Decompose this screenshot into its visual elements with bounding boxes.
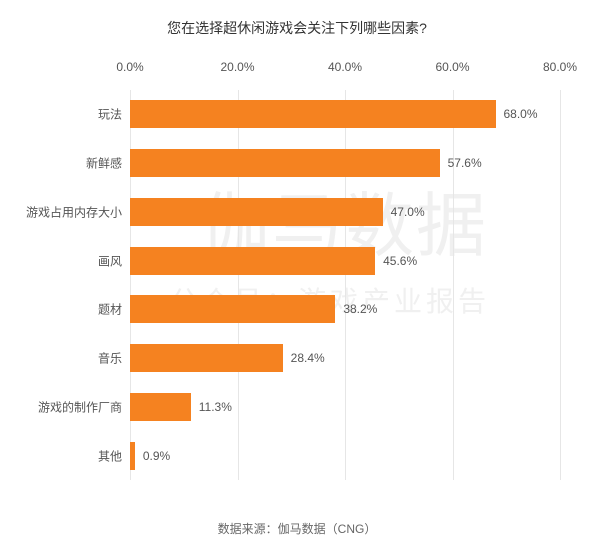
x-tick-3: 60.0% [435,60,469,74]
gridline [560,90,561,480]
bar-value-label: 38.2% [343,302,377,316]
bar-category-label: 新鲜感 [86,155,122,172]
bar-row: 游戏占用内存大小47.0% [130,188,560,237]
bar-value-label: 45.6% [383,254,417,268]
bar: 68.0% [130,100,496,128]
bar-row: 题材38.2% [130,285,560,334]
x-tick-4: 80.0% [543,60,577,74]
bar-category-label: 游戏占用内存大小 [26,203,122,220]
bar-row: 音乐28.4% [130,334,560,383]
bar-category-label: 音乐 [98,350,122,367]
bar: 0.9% [130,442,135,470]
x-tick-0: 0.0% [116,60,143,74]
bar-category-label: 其他 [98,447,122,464]
bar-category-label: 游戏的制作厂商 [38,398,122,415]
bar-row: 玩法68.0% [130,90,560,139]
bar: 11.3% [130,393,191,421]
bar-value-label: 28.4% [291,351,325,365]
plot-area: 玩法68.0%新鲜感57.6%游戏占用内存大小47.0%画风45.6%题材38.… [130,90,560,480]
bar-row: 画风45.6% [130,236,560,285]
bar: 45.6% [130,247,375,275]
chart-title: 您在选择超休闲游戏会关注下列哪些因素? [0,0,594,38]
x-tick-1: 20.0% [220,60,254,74]
bar-value-label: 0.9% [143,449,170,463]
footer-source: 数据来源：伽马数据（CNG） [0,520,594,537]
bar: 57.6% [130,149,440,177]
bar-value-label: 47.0% [391,205,425,219]
bar-row: 游戏的制作厂商11.3% [130,383,560,432]
bar-category-label: 玩法 [98,106,122,123]
bar: 38.2% [130,295,335,323]
bar: 47.0% [130,198,383,226]
bar-value-label: 68.0% [504,107,538,121]
chart-area: 0.0% 20.0% 40.0% 60.0% 80.0% 玩法68.0%新鲜感5… [130,60,560,480]
bar-row: 其他0.9% [130,431,560,480]
bar-value-label: 11.3% [199,400,232,414]
bar: 28.4% [130,344,283,372]
bar-value-label: 57.6% [448,156,482,170]
x-tick-2: 40.0% [328,60,362,74]
bar-row: 新鲜感57.6% [130,139,560,188]
bar-category-label: 题材 [98,301,122,318]
bar-category-label: 画风 [98,252,122,269]
